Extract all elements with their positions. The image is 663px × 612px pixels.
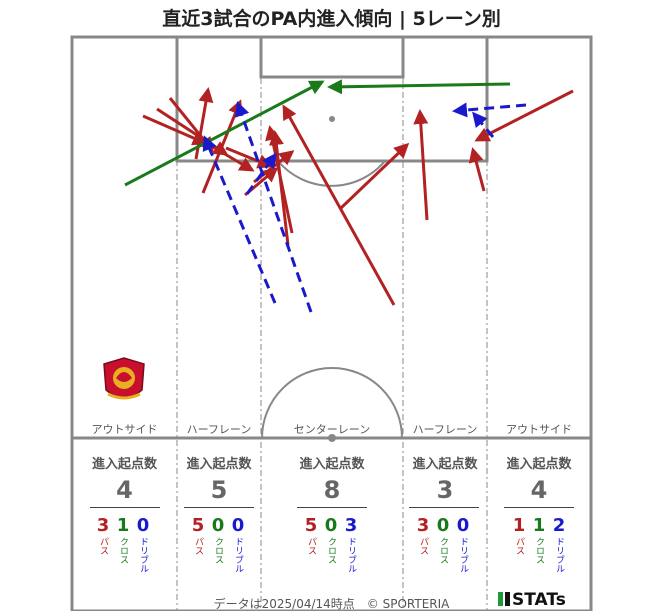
pass-count-lane-3: 5 パス [304, 515, 318, 555]
center-circle [261, 367, 403, 439]
pass-count-lane-2: 5 パス [191, 515, 205, 555]
center-spot [328, 434, 336, 442]
pass-count-lane-5: 1 パス [512, 515, 526, 555]
stat-title-lane-3: 進入起点数 [299, 457, 365, 472]
dribble-count-lane-4: 0 ドリブル [456, 515, 470, 573]
lane-label-halfspace-right: ハーフレーン [412, 423, 478, 436]
dribble-arrow [202, 135, 277, 304]
dribble-arrow [245, 152, 277, 195]
stat-title-lane-4: 進入起点数 [412, 457, 478, 472]
pass-arrow [201, 99, 243, 194]
penalty-arc [277, 160, 386, 187]
lane-label-outside-right: アウトサイド [506, 423, 572, 436]
stat-title-lane-1: 進入起点数 [91, 457, 157, 472]
pass-arrow [339, 142, 410, 210]
penalty-spot [329, 116, 335, 122]
pass-arrow [142, 114, 208, 146]
brand-mark-icon [505, 592, 510, 606]
dribble-count-lane-3: 3 ドリブル [344, 515, 358, 573]
goal-area [259, 35, 405, 79]
stat-title-lane-5: 進入起点数 [506, 457, 572, 472]
stat-divider [409, 507, 479, 508]
club-crest-icon [103, 357, 145, 400]
stat-total-lane-5: 4 [530, 476, 548, 504]
dribble-count-lane-5: 2 ドリブル [552, 515, 566, 573]
brand-logo: STATs [498, 590, 566, 610]
dribble-count-lane-2: 0 ドリブル [231, 515, 245, 573]
pass-arrow [265, 125, 294, 234]
pass-arrow [413, 109, 429, 221]
cross-count-lane-3: 0 クロス [324, 515, 338, 564]
stat-divider [297, 507, 367, 508]
cross-count-lane-2: 0 クロス [211, 515, 225, 564]
pass-arrows [142, 87, 574, 306]
cross-arrows [124, 79, 511, 187]
brand-mark-icon [498, 592, 503, 606]
lane-label-outside-left: アウトサイド [91, 423, 158, 436]
pitch-lines [70, 35, 593, 611]
stat-divider [184, 507, 254, 508]
cross-arrow [124, 80, 325, 187]
stat-total-lane-4: 3 [436, 476, 454, 504]
pass-arrow [474, 89, 574, 142]
brand-text: STATs [512, 590, 566, 610]
lane-label-halfspace-left: ハーフレーン [186, 423, 252, 436]
pass-arrow [468, 147, 486, 192]
dribble-arrow [234, 101, 313, 313]
chart-title: 直近3試合のPA内進入傾向 | 5レーン別 [162, 8, 501, 30]
stat-total-lane-1: 4 [116, 476, 133, 504]
pass-count-lane-4: 3 パス [416, 515, 430, 555]
stat-total-lane-2: 5 [210, 476, 228, 504]
pass-arrow [282, 104, 396, 306]
dribble-count-lane-1: 0 ドリブル [136, 515, 150, 573]
dribble-arrows [202, 101, 527, 313]
pass-arrow [194, 87, 214, 160]
dribble-arrow [472, 111, 495, 138]
footer-credit: データは2025/04/14時点 © SPORTERIA [213, 597, 450, 611]
cross-count-lane-1: 1 クロス [116, 515, 130, 564]
dribble-arrow [452, 102, 527, 118]
stat-divider [90, 507, 160, 508]
cross-count-lane-5: 1 クロス [532, 515, 546, 564]
cross-arrow [327, 79, 511, 95]
stat-title-lane-2: 進入起点数 [186, 457, 252, 472]
pass-count-lane-1: 3 パス [96, 515, 110, 555]
lane-label-center: センターレーン [293, 423, 371, 436]
cross-count-lane-4: 0 クロス [436, 515, 450, 564]
stat-total-lane-3: 8 [323, 476, 341, 504]
stat-divider [504, 507, 574, 508]
pass-arrow [212, 145, 255, 172]
